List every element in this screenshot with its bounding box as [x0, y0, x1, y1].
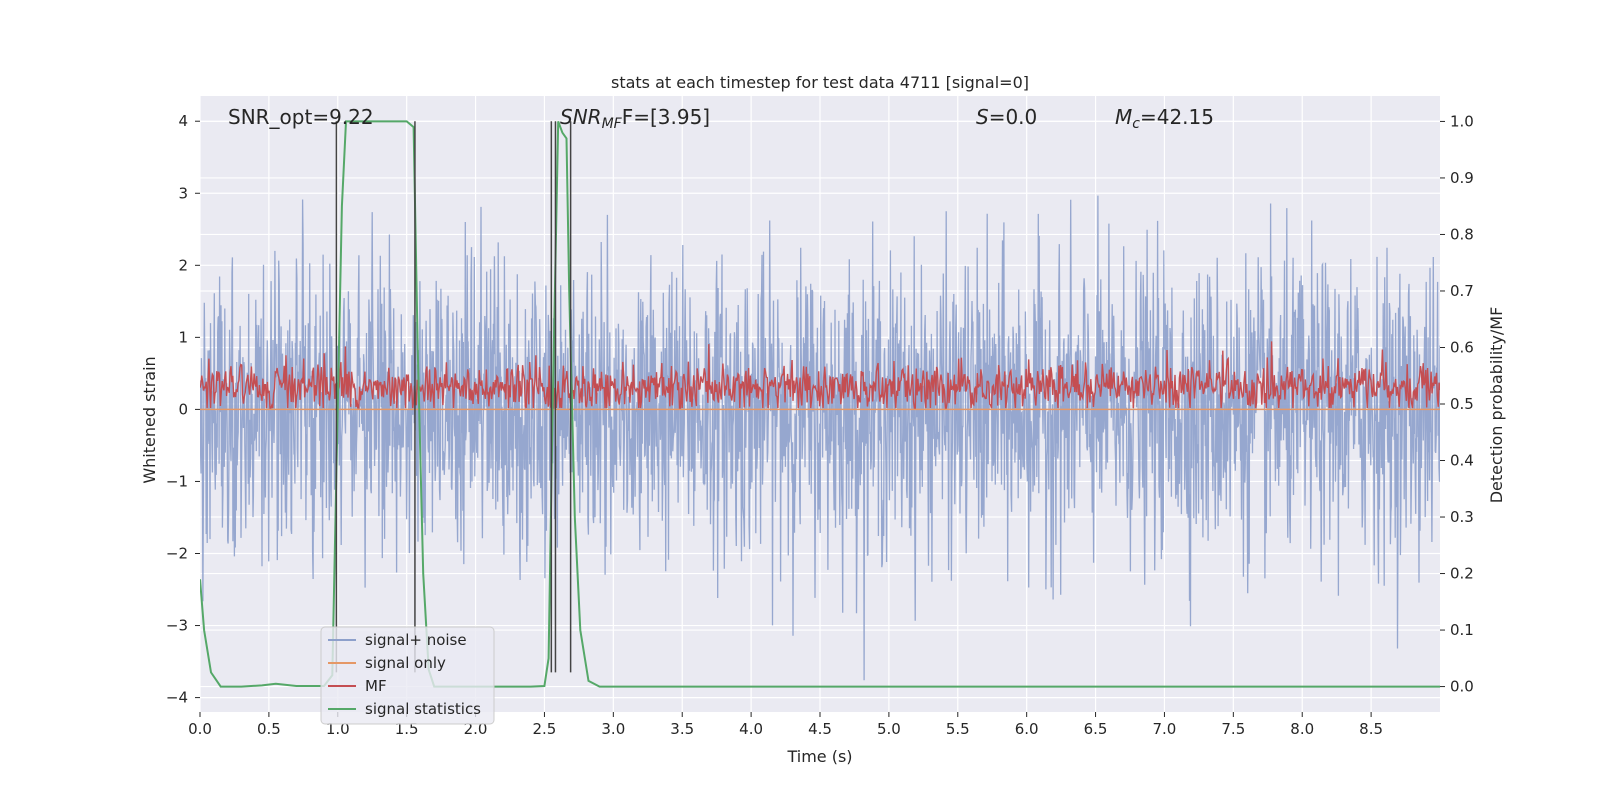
y-right-tick-label: 0.1	[1450, 621, 1474, 639]
x-tick-label: 3.0	[601, 720, 625, 738]
x-tick-label: 5.5	[946, 720, 970, 738]
x-tick-label: 7.5	[1221, 720, 1245, 738]
y-left-tick-label: 0	[178, 400, 188, 418]
axes: 0.0 0.5 1.0 1.5 2.0 2.5 3.0 3.5 4.0 4.5 5.0 5.5 6.0 6…	[166, 112, 1474, 738]
y-right-tick-label: 0.7	[1450, 282, 1474, 300]
y-left-tick-label: 2	[178, 256, 188, 274]
annotations: SNR_opt=9.22 SNRMFF=[3.95] S=0.0 Mc=42.1…	[228, 105, 1214, 132]
annotation-mc-value: =42.15	[1140, 105, 1214, 129]
y-right-tick-label: 1.0	[1450, 112, 1474, 130]
x-tick-label: 0.0	[188, 720, 212, 738]
y-right-tick-label: 0.2	[1450, 565, 1474, 583]
series-signal-noise	[200, 195, 1440, 681]
chart-title: stats at each timestep for test data 471…	[611, 73, 1029, 92]
y-left-tick-label: −4	[166, 689, 188, 707]
y-left-tick-label: 1	[178, 328, 188, 346]
annotation-s-value: =0.0	[989, 105, 1038, 129]
x-tick-label: 0.5	[257, 720, 281, 738]
x-axis-label: Time (s)	[786, 747, 852, 766]
annotation-snr-mf-value: F=[3.95]	[622, 105, 710, 129]
y-right-tick-label: 0.5	[1450, 395, 1474, 413]
legend-label-mf: MF	[365, 677, 387, 695]
x-tick-label: 6.5	[1084, 720, 1108, 738]
y-right-tick-label: 0.6	[1450, 338, 1474, 356]
y-left-tick-label: −3	[166, 617, 188, 635]
x-tick-label: 4.0	[739, 720, 763, 738]
y-left-tick-label: 4	[178, 112, 188, 130]
annotation-mc-base: M	[1115, 105, 1132, 129]
y-right-tick-label: 0.3	[1450, 508, 1474, 526]
x-tick-label: 6.0	[1015, 720, 1039, 738]
vertical-markers	[335, 121, 572, 673]
legend-label-signal-noise: signal+ noise	[365, 631, 467, 649]
annotation-mc-sub: c	[1132, 116, 1140, 132]
annotation-snr-opt: SNR_opt=9.22	[228, 105, 374, 129]
y-axis-right-label: Detection probability/MF	[1487, 307, 1506, 504]
y-left-tick-label: −2	[166, 544, 188, 562]
annotation-snr-mf-base: SNR	[560, 105, 602, 129]
annotation-mc: Mc=42.15	[1115, 105, 1214, 132]
x-tick-label: 4.5	[808, 720, 832, 738]
series-mf	[200, 341, 1440, 409]
legend: signal+ noise signal only MF signal stat…	[320, 626, 495, 725]
x-tick-label: 2.5	[533, 720, 557, 738]
x-tick-label: 8.5	[1359, 720, 1383, 738]
annotation-s: S=0.0	[976, 105, 1037, 129]
y-left-tick-label: 3	[178, 184, 188, 202]
annotation-snr-mf: SNRMFF=[3.95]	[560, 105, 710, 132]
legend-box	[320, 626, 495, 725]
x-tick-label: 8.0	[1290, 720, 1314, 738]
legend-label-signal-statistics: signal statistics	[365, 700, 481, 718]
y-right-tick-label: 0.0	[1450, 678, 1474, 696]
legend-label-signal-only: signal only	[365, 654, 446, 672]
x-tick-label: 3.5	[670, 720, 694, 738]
y-right-tick-label: 0.8	[1450, 225, 1474, 243]
x-tick-label: 5.0	[877, 720, 901, 738]
annotation-snr-mf-sub: MF	[602, 116, 623, 132]
y-axis-left-label: Whitened strain	[140, 356, 159, 483]
y-right-tick-label: 0.9	[1450, 169, 1474, 187]
y-left-tick-label: −1	[166, 472, 188, 490]
x-tick-label: 7.0	[1153, 720, 1177, 738]
y-right-tick-label: 0.4	[1450, 452, 1474, 470]
annotation-s-label: S	[976, 105, 989, 129]
